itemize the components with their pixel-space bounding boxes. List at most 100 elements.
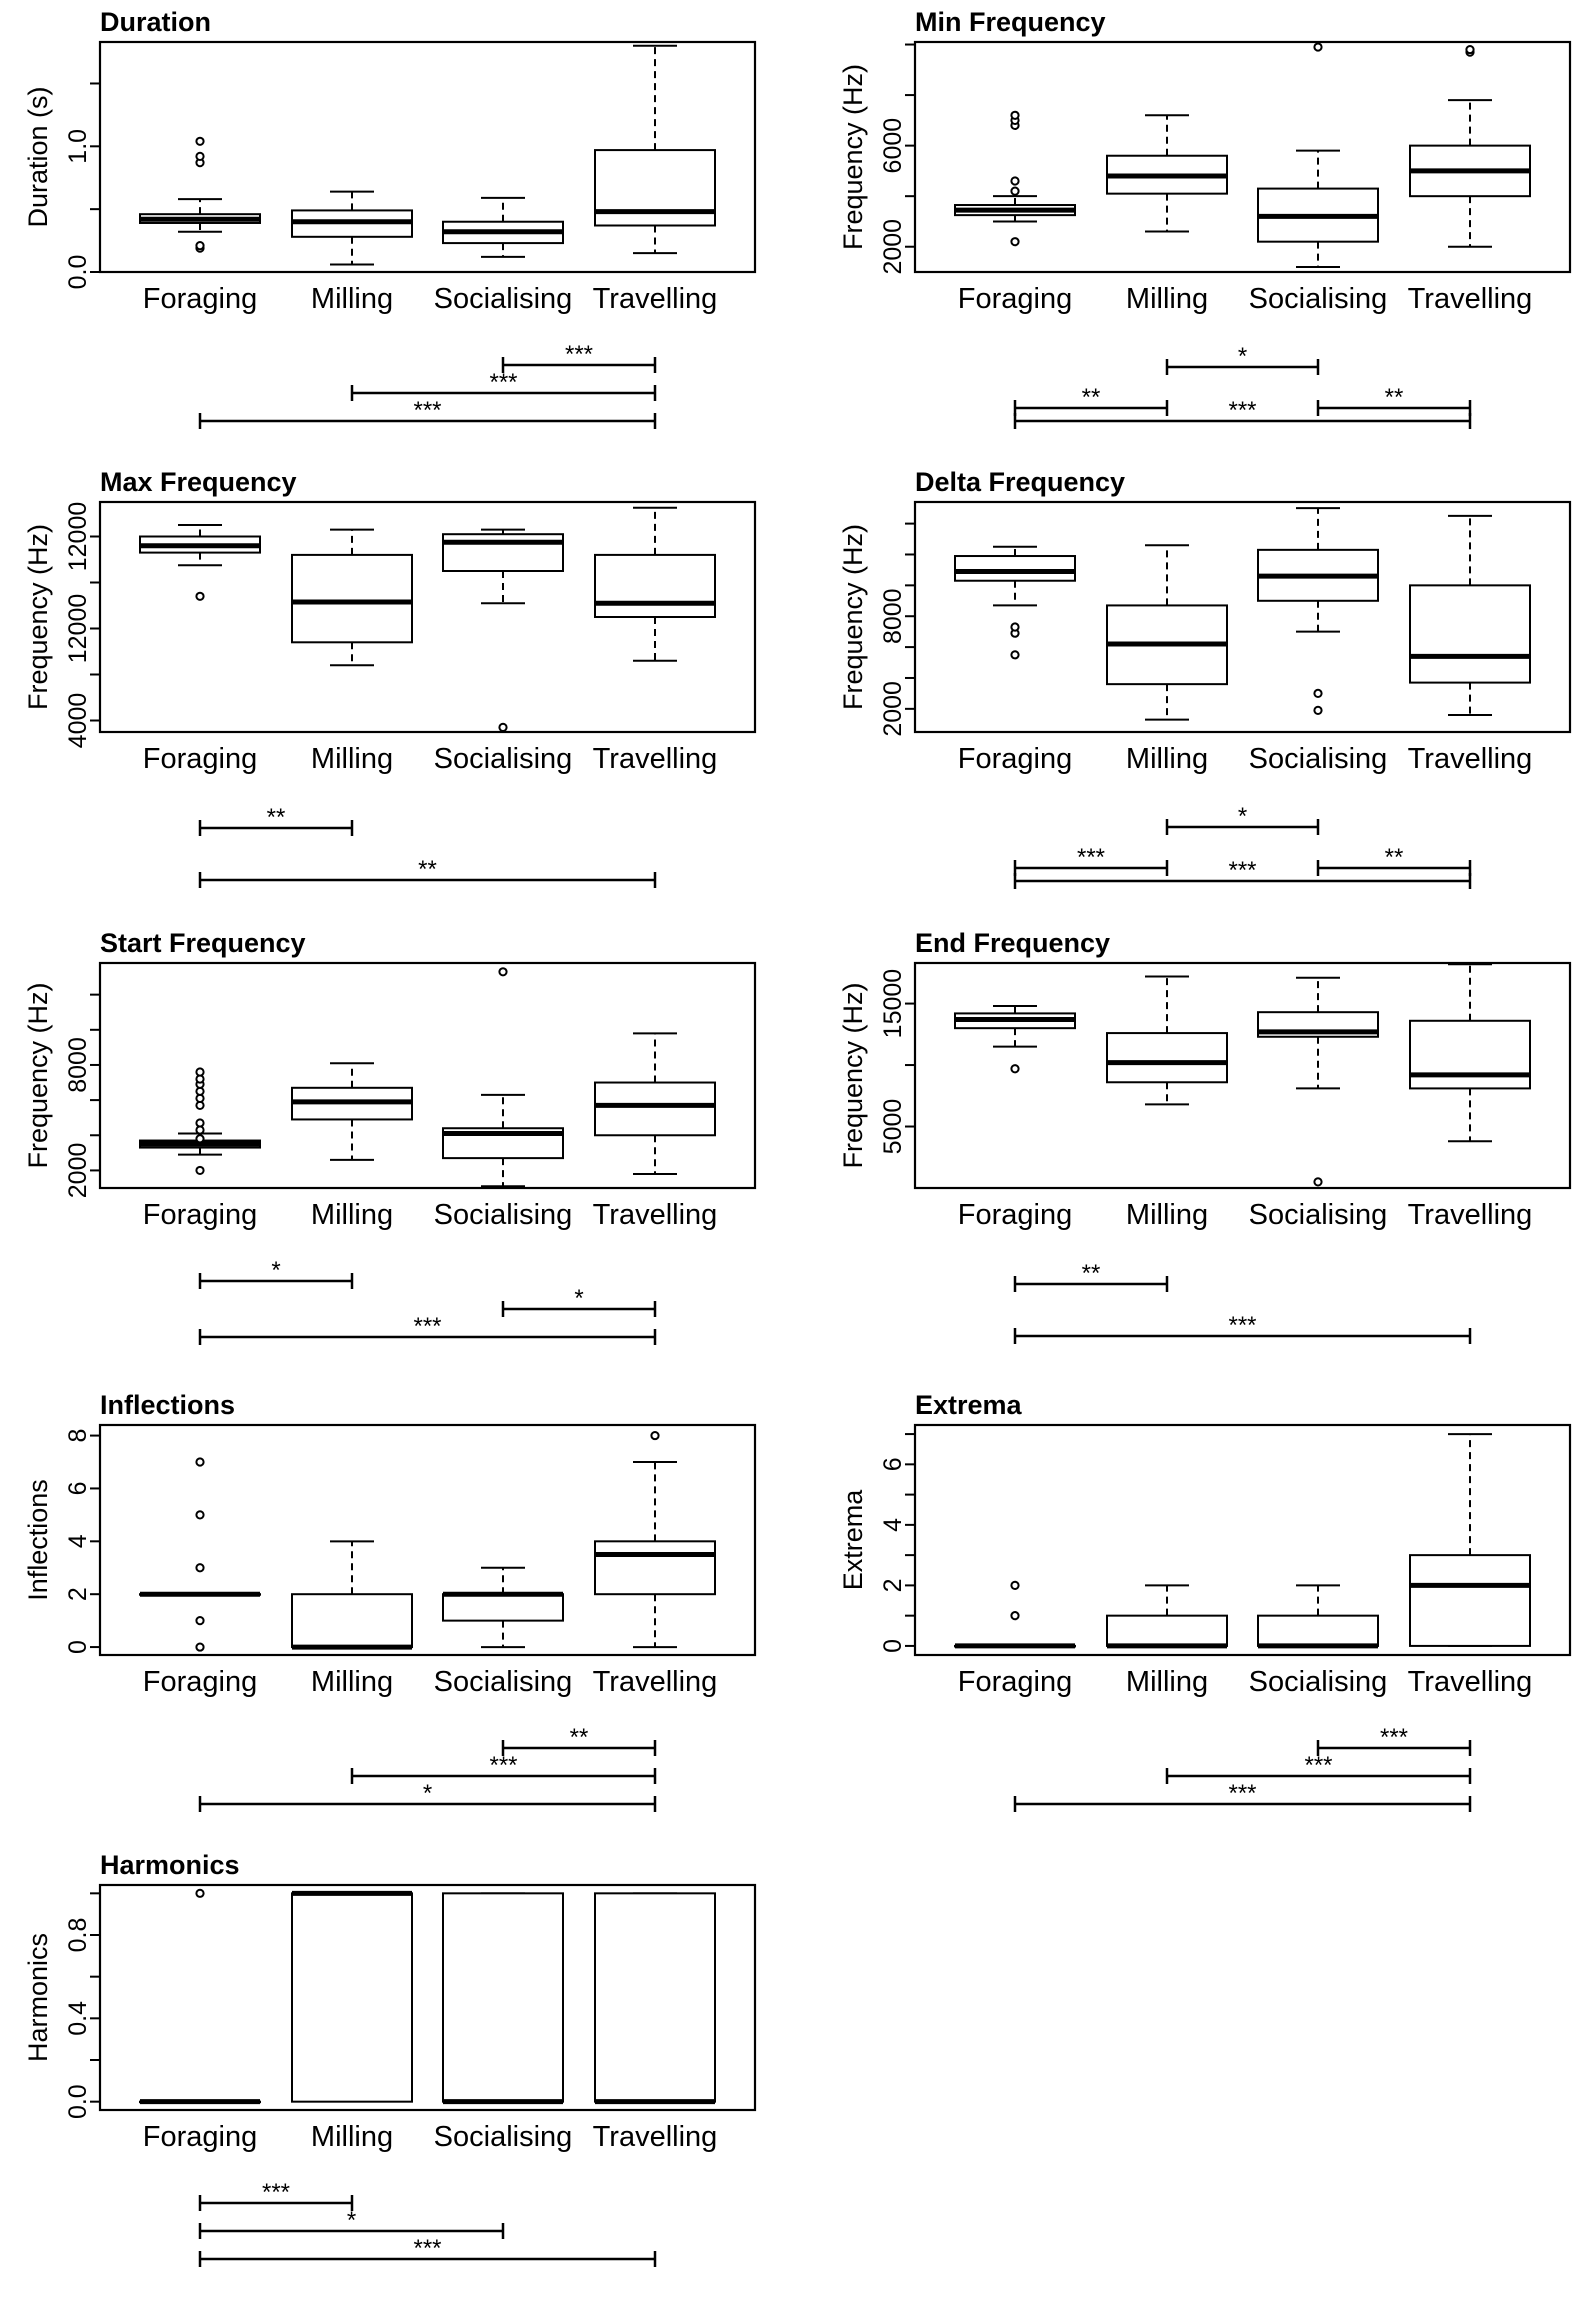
significance-label: ** [1385, 384, 1404, 411]
box-travelling [1409, 514, 1531, 717]
x-category-label: Foraging [958, 743, 1072, 775]
x-category-label: Socialising [1249, 743, 1388, 775]
y-tick-label: 4000 [64, 693, 92, 749]
outlier-point [1010, 1580, 1020, 1590]
y-tick-label: 12000 [64, 594, 92, 664]
y-tick-label: 12000 [64, 502, 92, 572]
iqr-box [594, 1892, 716, 2103]
panel-max-frequency: Max Frequency 4000 12000 12000 Frequency (Hz… [23, 467, 757, 888]
box-foraging [954, 110, 1076, 247]
y-axis-label: Frequency (Hz) [23, 982, 53, 1168]
box-socialising [1257, 507, 1379, 715]
iqr-box [442, 1892, 564, 2103]
significance-bracket: ** [1013, 384, 1169, 416]
x-category-label: Foraging [143, 2121, 257, 2153]
box-travelling [594, 1892, 716, 2105]
outlier-point [195, 241, 205, 251]
x-category-label: Travelling [593, 2121, 718, 2153]
box-foraging [954, 1580, 1076, 1649]
y-tick-label: 15000 [879, 969, 907, 1039]
panel-inflections: Inflections 0 2 4 6 8 Inflections Foraging Milli… [23, 1390, 757, 1812]
y-tick-label: 2000 [879, 681, 907, 737]
box-socialising [1257, 976, 1379, 1187]
panel-title: Delta Frequency [915, 467, 1125, 497]
significance-label: * [1238, 343, 1247, 370]
x-category-label: Milling [311, 2121, 393, 2153]
outlier-point [195, 1510, 205, 1520]
y-tick-label: 0.0 [64, 255, 92, 290]
outlier-point [195, 1642, 205, 1652]
box-foraging [954, 545, 1076, 660]
outlier-point [1010, 186, 1020, 196]
significance-bracket: *** [350, 369, 657, 401]
significance-bracket: * [1165, 343, 1320, 375]
x-category-label: Milling [311, 1666, 393, 1698]
iqr-box [291, 1593, 413, 1649]
box-socialising [442, 196, 564, 258]
iqr-box [1106, 1032, 1228, 1084]
outlier-point [1010, 1611, 1020, 1621]
box-milling [291, 1890, 413, 2103]
outlier-point [1010, 237, 1020, 247]
x-category-label: Milling [1126, 1199, 1208, 1231]
x-category-label: Milling [1126, 283, 1208, 315]
y-tick-label: 0.8 [64, 1918, 92, 1953]
y-tick-label: 8000 [64, 1037, 92, 1093]
significance-label: ** [418, 856, 437, 883]
plot-frame [98, 1883, 757, 2112]
y-axis-label: Harmonics [23, 1933, 53, 2062]
plot-frame [913, 961, 1572, 1190]
significance-label: *** [413, 2235, 441, 2262]
outlier-point [1010, 650, 1020, 660]
box-travelling [1409, 963, 1531, 1143]
iqr-box [954, 555, 1076, 582]
x-category-label: Travelling [1408, 743, 1533, 775]
significance-bracket: *** [1316, 1724, 1472, 1756]
significance-label: *** [1228, 1312, 1256, 1339]
significance-bracket: *** [1165, 1752, 1472, 1784]
box-socialising [442, 1892, 564, 2105]
significance-bracket: ** [501, 1724, 657, 1756]
iqr-box [1409, 1019, 1531, 1090]
outlier-point [195, 1888, 205, 1898]
outlier-point [1313, 1177, 1323, 1187]
significance-bracket: *** [1013, 1312, 1472, 1344]
iqr-box [291, 1892, 413, 2103]
x-category-label: Socialising [434, 1199, 573, 1231]
box-milling [1106, 975, 1228, 1106]
box-travelling [594, 1430, 716, 1649]
iqr-box [1257, 1614, 1379, 1647]
box-milling [291, 1062, 413, 1161]
x-category-label: Travelling [593, 1666, 718, 1698]
significance-bracket: *** [198, 397, 657, 429]
y-tick-label: 5000 [879, 1099, 907, 1155]
box-socialising [442, 1566, 564, 1649]
significance-bracket: ** [1013, 1260, 1169, 1292]
iqr-box [594, 553, 716, 619]
plot-frame [98, 961, 757, 1190]
box-travelling [594, 44, 716, 255]
outlier-point [1010, 176, 1020, 186]
significance-label: *** [1077, 844, 1105, 871]
outlier-point [1313, 688, 1323, 699]
significance-label: *** [262, 2179, 290, 2206]
panel-title: Max Frequency [100, 467, 297, 497]
significance-label: ** [1082, 384, 1101, 411]
box-foraging [139, 1457, 261, 1652]
significance-label: ** [267, 804, 286, 831]
y-tick-label: 2000 [879, 219, 907, 275]
y-tick-label: 6000 [879, 118, 907, 174]
significance-label: *** [1228, 397, 1256, 424]
significance-label: ** [1082, 1260, 1101, 1287]
outlier-point [195, 1563, 205, 1573]
x-category-label: Travelling [1408, 1199, 1533, 1231]
y-tick-label: 0 [879, 1639, 907, 1653]
x-category-label: Travelling [1408, 1666, 1533, 1698]
plot-frame [98, 1423, 757, 1657]
x-category-label: Milling [1126, 1666, 1208, 1698]
y-axis-label: Frequency (Hz) [838, 64, 868, 250]
outlier-point [195, 1457, 205, 1467]
x-category-label: Socialising [434, 283, 573, 315]
